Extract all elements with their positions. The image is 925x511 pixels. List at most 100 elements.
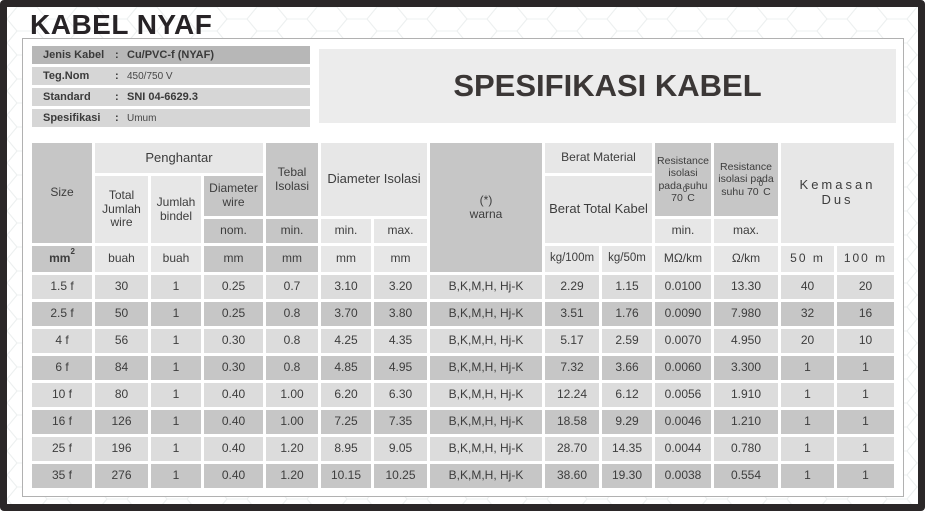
unit-total: buah: [95, 246, 148, 272]
cell-tebal: 1.00: [266, 410, 318, 434]
cell-kg50: 3.66: [602, 356, 652, 380]
cell-dia-max: 7.35: [374, 410, 427, 434]
info-row-jenis-kabel: Jenis Kabel : Cu/PVC-f (NYAF): [32, 46, 310, 64]
cell-res-min: 0.0044: [655, 437, 711, 461]
cell-kg100: 18.58: [545, 410, 599, 434]
cell-size: 6 f: [32, 356, 92, 380]
cell-total-wire: 30: [95, 275, 148, 299]
unit-dia-wire: mm: [204, 246, 263, 272]
cell-res-max: 13.30: [714, 275, 778, 299]
table-row: 16 f 126 1 0.40 1.00 7.25 7.35 B,K,M,H, …: [32, 410, 894, 434]
unit-size-sup: 2: [70, 246, 75, 256]
info-label: Standard: [43, 91, 91, 103]
info-label: Teg.Nom: [43, 70, 90, 82]
cell-bindel: 1: [151, 356, 201, 380]
header-diameter-max: max.: [374, 219, 427, 243]
cell-bindel: 1: [151, 464, 201, 488]
unit-dia-min: mm: [321, 246, 371, 272]
cell-tebal: 1.20: [266, 437, 318, 461]
unit-dus-50m: 50 m: [781, 246, 834, 272]
cell-size: 35 f: [32, 464, 92, 488]
cell-dia-wire: 0.25: [204, 275, 263, 299]
cell-warna: B,K,M,H, Hj-K: [430, 437, 542, 461]
cell-size: 1.5 f: [32, 275, 92, 299]
cell-dus-50m: 1: [781, 437, 834, 461]
cell-res-max: 1.910: [714, 383, 778, 407]
cell-res-max: 4.950: [714, 329, 778, 353]
cell-bindel: 1: [151, 383, 201, 407]
cell-dus-100m: 1: [837, 464, 894, 488]
cell-size: 4 f: [32, 329, 92, 353]
table-body: 1.5 f 30 1 0.25 0.7 3.10 3.20 B,K,M,H, H…: [32, 275, 894, 488]
unit-dus-100m: 100 m: [837, 246, 894, 272]
cell-dia-max: 10.25: [374, 464, 427, 488]
unit-size-base: mm: [49, 251, 71, 266]
cell-dia-max: 4.95: [374, 356, 427, 380]
cell-kg100: 2.29: [545, 275, 599, 299]
info-value: 450/750 V: [127, 70, 173, 82]
cell-kg100: 5.17: [545, 329, 599, 353]
cell-dus-50m: 1: [781, 383, 834, 407]
cell-warna: B,K,M,H, Hj-K: [430, 302, 542, 326]
cell-dia-min: 8.95: [321, 437, 371, 461]
cell-dia-wire: 0.25: [204, 302, 263, 326]
cell-dia-wire: 0.40: [204, 383, 263, 407]
header-berat-total-kabel: Berat Total Kabel: [545, 176, 652, 243]
cell-dus-100m: 1: [837, 383, 894, 407]
table-row: 10 f 80 1 0.40 1.00 6.20 6.30 B,K,M,H, H…: [32, 383, 894, 407]
cell-res-max: 7.980: [714, 302, 778, 326]
cell-dia-min: 6.20: [321, 383, 371, 407]
cell-warna: B,K,M,H, Hj-K: [430, 383, 542, 407]
page-title: KABEL NYAF: [30, 9, 213, 40]
header-nom: nom.: [204, 219, 263, 243]
info-row-spesifikasi: Spesifikasi : Umum: [32, 109, 310, 127]
cell-dus-50m: 20: [781, 329, 834, 353]
cell-size: 25 f: [32, 437, 92, 461]
cell-size: 10 f: [32, 383, 92, 407]
cell-tebal: 0.8: [266, 302, 318, 326]
cell-dia-max: 4.35: [374, 329, 427, 353]
info-separator: :: [115, 70, 119, 82]
cell-bindel: 1: [151, 437, 201, 461]
cell-dia-wire: 0.30: [204, 356, 263, 380]
cell-warna: B,K,M,H, Hj-K: [430, 275, 542, 299]
cell-total-wire: 276: [95, 464, 148, 488]
cell-dia-wire: 0.30: [204, 329, 263, 353]
cell-kg50: 19.30: [602, 464, 652, 488]
cell-dus-50m: 32: [781, 302, 834, 326]
header-berat-material: Berat Material: [545, 143, 652, 173]
cell-total-wire: 84: [95, 356, 148, 380]
cell-dia-max: 9.05: [374, 437, 427, 461]
table-row: 2.5 f 50 1 0.25 0.8 3.70 3.80 B,K,M,H, H…: [32, 302, 894, 326]
cell-kg50: 9.29: [602, 410, 652, 434]
cell-dia-min: 3.10: [321, 275, 371, 299]
cell-res-min: 0.0060: [655, 356, 711, 380]
info-row-standard: Standard : SNI 04-6629.3: [32, 88, 310, 106]
cell-dia-wire: 0.40: [204, 410, 263, 434]
cell-dia-min: 4.25: [321, 329, 371, 353]
cell-res-max: 0.780: [714, 437, 778, 461]
info-value: Umum: [127, 112, 157, 124]
info-value: Cu/PVC-f (NYAF): [127, 49, 214, 61]
cell-dia-wire: 0.40: [204, 437, 263, 461]
cell-dia-min: 7.25: [321, 410, 371, 434]
content-panel: Jenis Kabel : Cu/PVC-f (NYAF) Teg.Nom : …: [22, 38, 904, 497]
cable-info-box: Jenis Kabel : Cu/PVC-f (NYAF) Teg.Nom : …: [32, 46, 310, 130]
cell-dus-50m: 1: [781, 464, 834, 488]
header-resistance-min-label: min.: [655, 219, 711, 243]
resistance-sup: 0: [682, 185, 688, 195]
cell-dia-max: 3.20: [374, 275, 427, 299]
cell-bindel: 1: [151, 329, 201, 353]
cell-kg100: 28.70: [545, 437, 599, 461]
cell-total-wire: 80: [95, 383, 148, 407]
cell-res-min: 0.0046: [655, 410, 711, 434]
header-resistance-min: Resistance isolasi pada suhu 700C: [655, 143, 711, 216]
cell-bindel: 1: [151, 275, 201, 299]
cell-tebal: 0.8: [266, 329, 318, 353]
header-total-jumlah-wire: Total Jumlah wire: [95, 176, 148, 243]
cell-warna: B,K,M,H, Hj-K: [430, 356, 542, 380]
header-diameter-isolasi: Diameter Isolasi: [321, 143, 427, 216]
cell-warna: B,K,M,H, Hj-K: [430, 329, 542, 353]
cell-kg100: 12.24: [545, 383, 599, 407]
cell-size: 16 f: [32, 410, 92, 434]
